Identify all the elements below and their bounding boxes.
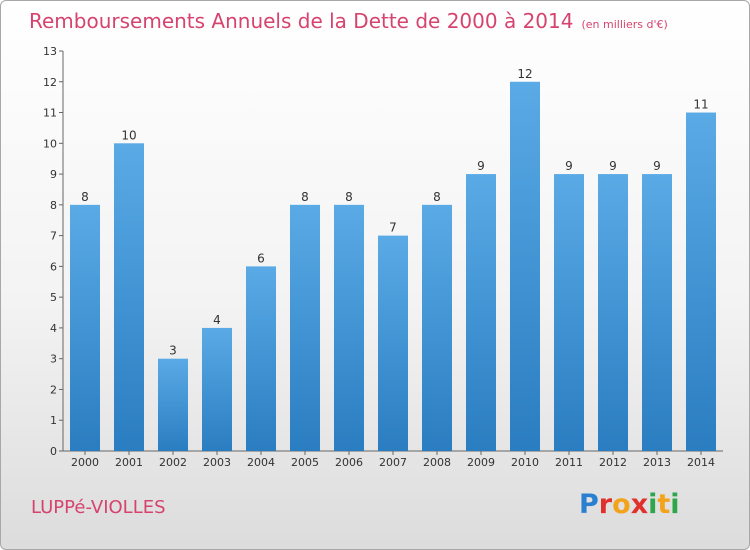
data-label: 8 — [345, 190, 353, 204]
bar — [158, 358, 188, 451]
logo-letter: i — [670, 489, 680, 520]
x-tick-label: 2010 — [511, 456, 539, 469]
bar — [422, 204, 452, 451]
data-label: 10 — [121, 128, 136, 142]
bars — [70, 81, 716, 452]
logo-letter: P — [579, 489, 599, 520]
y-tick-label: 3 — [50, 353, 57, 366]
x-tick-label: 2003 — [203, 456, 231, 469]
x-tick-label: 2012 — [599, 456, 627, 469]
y-tick-label: 5 — [50, 291, 57, 304]
y-tick-label: 1 — [50, 414, 57, 427]
x-tick-label: 2002 — [159, 456, 187, 469]
bar — [246, 266, 276, 451]
bar — [378, 235, 408, 451]
x-tick-label: 2011 — [555, 456, 583, 469]
proxiti-logo[interactable]: Proxiti — [579, 489, 680, 520]
data-label: 8 — [433, 190, 441, 204]
x-tick-label: 2005 — [291, 456, 319, 469]
x-tick-label: 2001 — [115, 456, 143, 469]
commune-name: LUPPé-VIOLLES — [31, 497, 166, 518]
chart-title: Remboursements Annuels de la Dette de 20… — [29, 9, 668, 33]
data-label: 7 — [389, 221, 397, 235]
y-tick-label: 13 — [43, 45, 57, 58]
bar — [334, 204, 364, 451]
chart-title-text: Remboursements Annuels de la Dette de 20… — [29, 9, 574, 33]
bar — [642, 174, 672, 452]
bar — [686, 112, 716, 452]
bar — [466, 174, 496, 452]
y-tick-label: 4 — [50, 322, 57, 335]
data-labels: 8 10 3 4 6 8 8 7 8 9 12 9 9 9 11 — [81, 67, 708, 358]
x-tick-label: 2009 — [467, 456, 495, 469]
y-tick-label: 2 — [50, 383, 57, 396]
logo-letter: i — [648, 489, 658, 520]
data-label: 8 — [301, 190, 309, 204]
x-tick-label: 2013 — [643, 456, 671, 469]
data-label: 8 — [81, 190, 89, 204]
data-label: 11 — [693, 98, 708, 112]
y-tick-label: 11 — [43, 107, 57, 120]
y-tick-label: 12 — [43, 76, 57, 89]
data-label: 4 — [213, 313, 221, 327]
bar — [510, 81, 540, 452]
data-label: 9 — [653, 159, 661, 173]
bar — [70, 204, 100, 451]
bar — [202, 327, 232, 451]
bar — [114, 143, 144, 452]
x-tick-label: 2007 — [379, 456, 407, 469]
data-label: 6 — [257, 251, 265, 265]
logo-letter: t — [657, 489, 671, 520]
bar — [598, 174, 628, 452]
data-label: 9 — [609, 159, 617, 173]
x-tick-label: 2004 — [247, 456, 275, 469]
x-tick-label: 2006 — [335, 456, 363, 469]
y-tick-label: 9 — [50, 168, 57, 181]
x-tick-label: 2008 — [423, 456, 451, 469]
logo-letter: r — [598, 489, 613, 520]
bar — [290, 204, 320, 451]
logo-letter: o — [612, 489, 631, 520]
y-tick-label: 6 — [50, 260, 57, 273]
data-label: 12 — [517, 67, 532, 81]
data-label: 9 — [477, 159, 485, 173]
y-tick-label: 8 — [50, 199, 57, 212]
x-tick-label: 2014 — [687, 456, 715, 469]
chart-subtitle: (en milliers d'€) — [581, 18, 668, 31]
y-tick-label: 10 — [43, 137, 57, 150]
y-tick-label: 7 — [50, 230, 57, 243]
logo-letter: x — [630, 489, 649, 520]
data-label: 3 — [169, 344, 177, 358]
y-tick-label: 0 — [50, 445, 57, 458]
x-tick-label: 2000 — [71, 456, 99, 469]
data-label: 9 — [565, 159, 573, 173]
bar — [554, 174, 584, 452]
